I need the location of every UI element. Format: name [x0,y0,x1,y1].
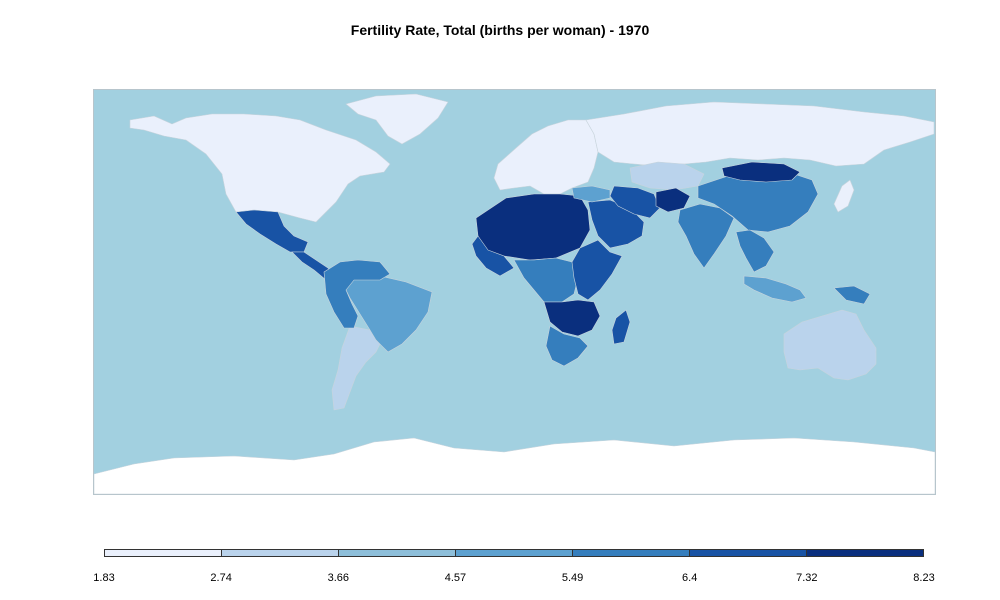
legend-bin-3 [338,550,455,556]
legend-bin-5 [572,550,689,556]
legend-tick-label: 6.4 [682,572,698,584]
region-southeast-africa [543,299,601,337]
region-turkey [571,185,611,203]
region-kazakhstan [629,161,705,191]
legend-tick-label: 1.83 [93,572,115,584]
legend-tick-label: 7.32 [796,572,818,584]
region-papua-new-guinea [833,285,871,305]
legend-tick-label: 3.66 [327,572,349,584]
region-indonesia [743,275,807,303]
region-andean-south-america [323,259,391,329]
region-central-africa [513,257,579,303]
region-argentina [331,325,383,411]
legend-bin-6 [689,550,806,556]
legend-tick-label: 5.49 [561,572,584,584]
region-greenland [345,93,449,145]
region-brazil [343,275,433,353]
region-russia [585,101,935,167]
region-madagascar [611,309,631,345]
region-north-america [129,113,391,223]
region-east-africa [571,239,623,301]
legend-bin-1 [105,550,221,556]
legend-tick-label: 4.57 [444,572,467,584]
region-mexico [235,209,309,253]
region-west-africa [471,235,515,277]
map-panel [93,89,936,495]
region-europe [493,119,599,195]
color-legend [104,549,924,557]
region-india [677,203,735,269]
region-australia [783,309,877,381]
legend-tick-label: 8.23 [913,572,935,584]
map-title: Fertility Rate, Total (births per woman)… [350,22,650,38]
legend-tick-label: 2.74 [210,572,232,584]
region-afghanistan [655,187,691,213]
world-map [94,93,935,494]
legend-bin-4 [455,550,572,556]
region-sahara-sahel [475,193,591,261]
region-south-africa [545,325,589,367]
legend-bin-7 [806,550,923,556]
region-antarctica [94,437,935,494]
region-mongolia [721,161,801,183]
region-southeast-asia [735,229,775,273]
legend-bin-2 [221,550,338,556]
region-iran [609,185,661,219]
region-japan [833,179,855,213]
